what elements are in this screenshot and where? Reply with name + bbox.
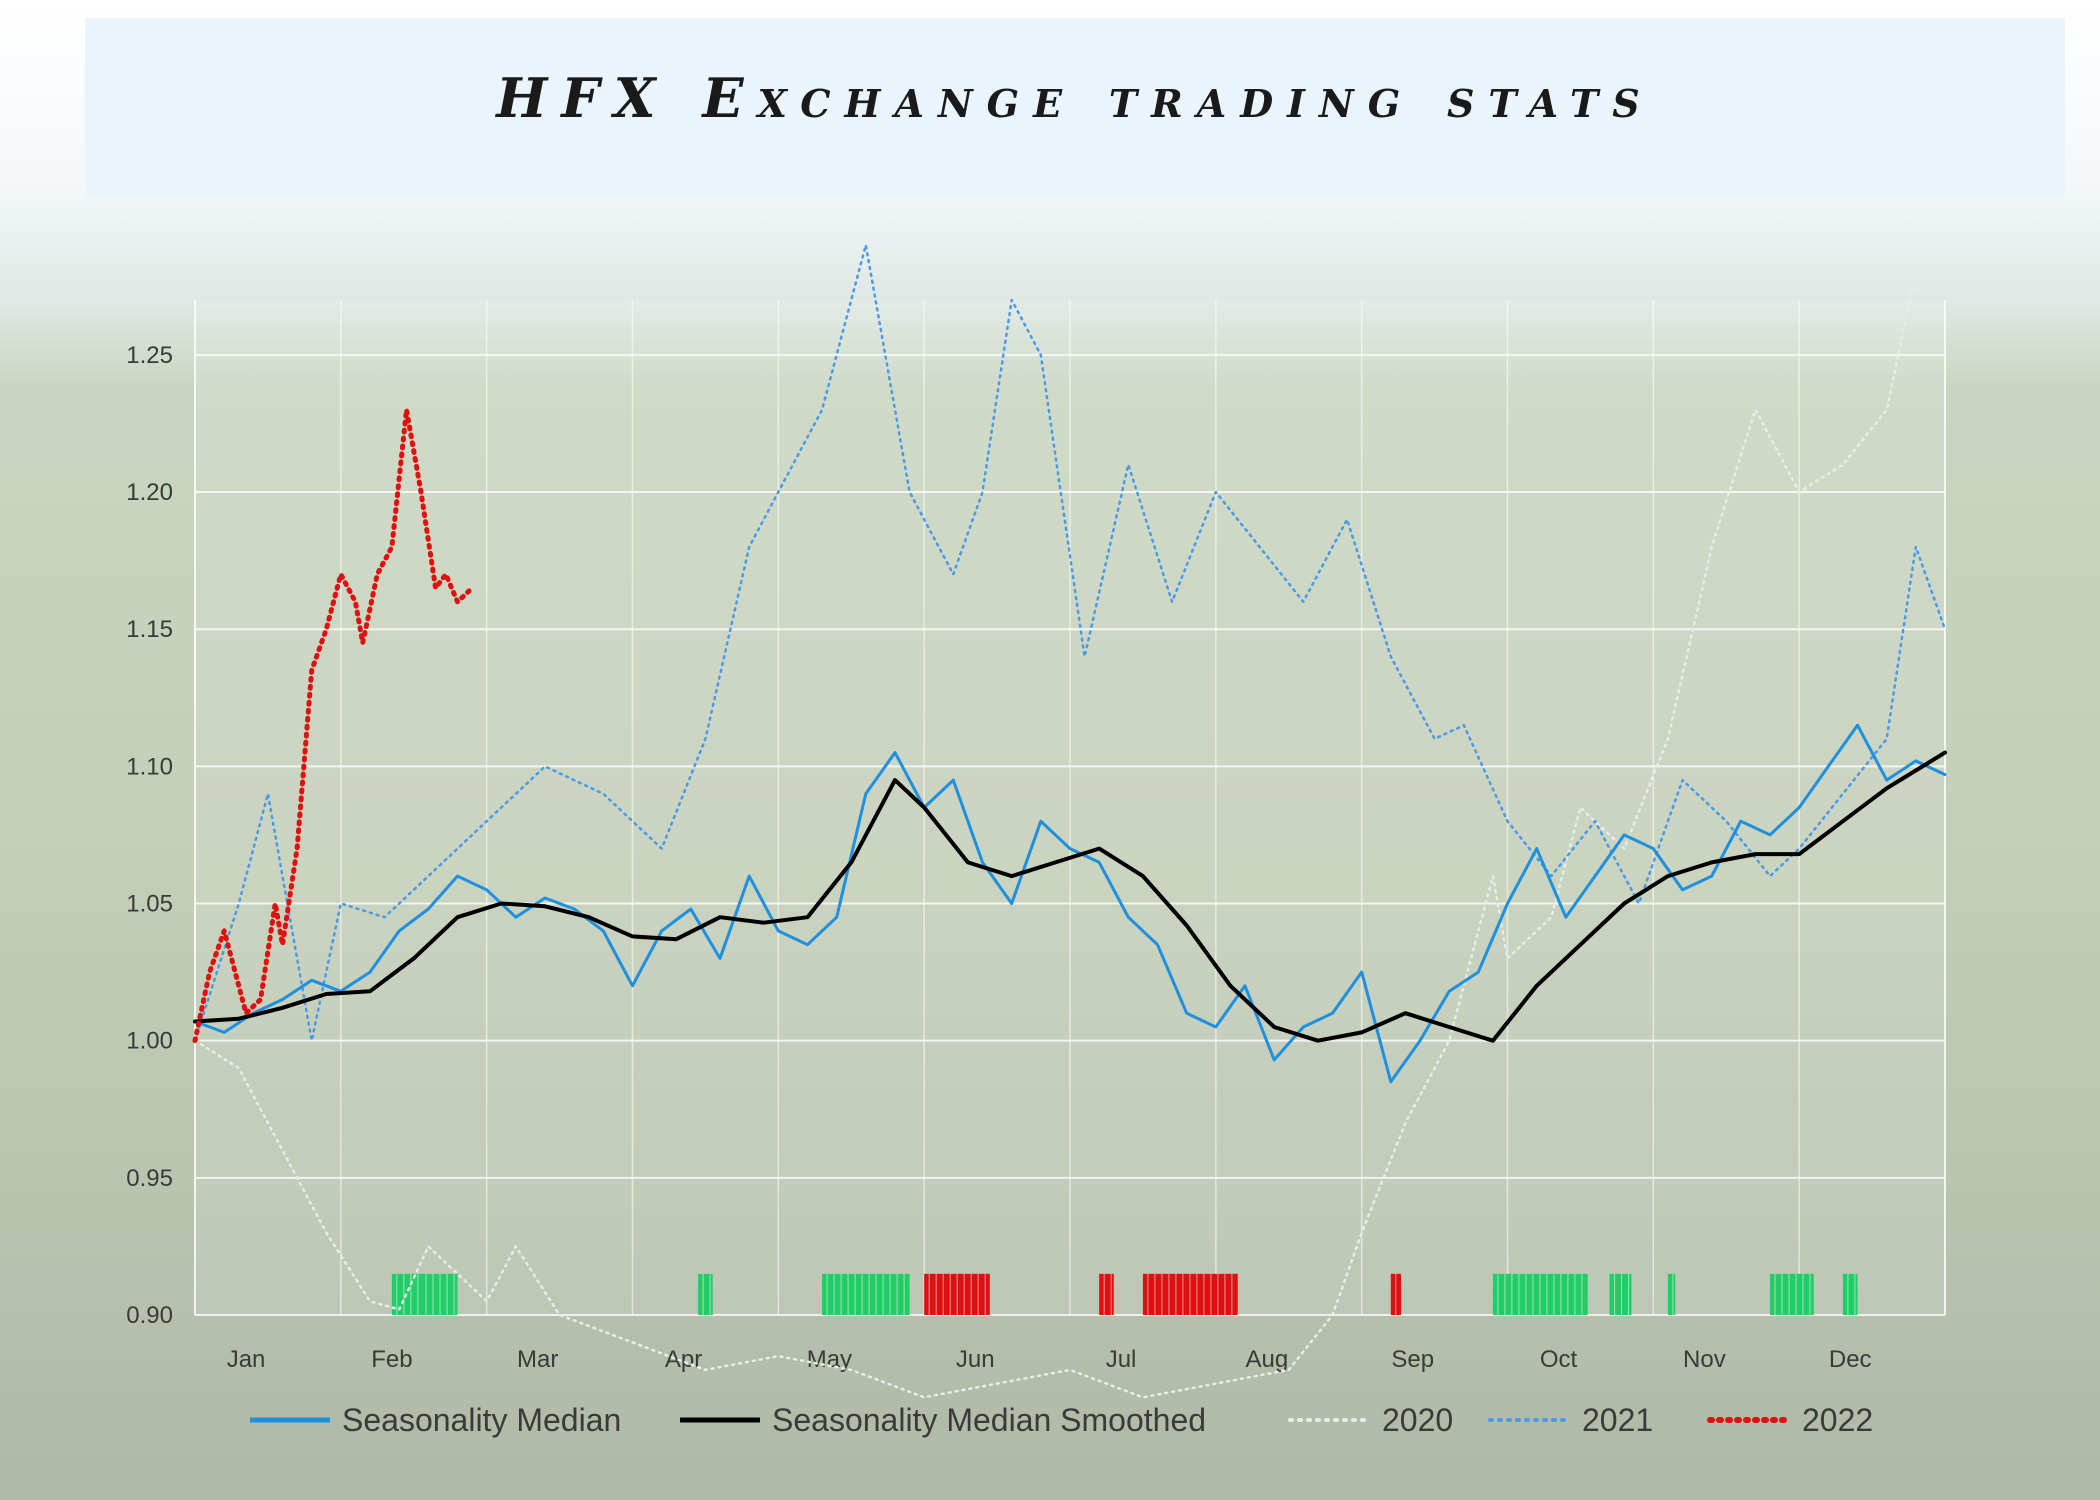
- series-2020: [193, 271, 1918, 1399]
- x-tick-label: Dec: [1829, 1346, 1872, 1373]
- buy-signal-bar: [822, 1273, 910, 1315]
- sell-signal-bar: [1099, 1273, 1114, 1315]
- y-tick-label: 1.15: [126, 616, 173, 643]
- buy-signal-bar: [1842, 1273, 1858, 1315]
- y-tick-label: 1.20: [126, 479, 173, 506]
- gridlines: [194, 300, 1946, 1316]
- buy-signal-bar: [1667, 1273, 1676, 1315]
- y-tick-label: 1.25: [126, 342, 173, 369]
- x-tick-label: Aug: [1246, 1346, 1289, 1373]
- signal-bars: [391, 1273, 1858, 1315]
- y-tick-label: 1.00: [126, 1028, 173, 1055]
- title-banner: HFX Exchange trading stats: [85, 18, 2065, 196]
- y-axis-ticks: 1.25 1.20 1.15 1.10 1.05 1.00 0.95 0.90: [126, 342, 173, 1329]
- series-seasonality-median-smoothed: [193, 750, 1947, 1043]
- x-tick-label: Mar: [517, 1346, 558, 1373]
- buy-signal-bar: [698, 1273, 713, 1315]
- series-seasonality-median: [193, 723, 1947, 1084]
- legend-label: Seasonality Median: [342, 1402, 621, 1438]
- x-tick-label: Jul: [1106, 1346, 1137, 1373]
- y-tick-label: 0.90: [126, 1302, 173, 1329]
- x-tick-label: Feb: [371, 1346, 412, 1373]
- legend-label: 2022: [1802, 1402, 1873, 1438]
- legend-label: 2020: [1382, 1402, 1453, 1438]
- legend: Seasonality Median Seasonality Median Smo…: [250, 1402, 1873, 1438]
- chart-title: HFX Exchange trading stats: [496, 66, 1654, 130]
- series-lines: [192, 243, 1947, 1399]
- x-tick-label: Jun: [956, 1346, 995, 1373]
- series-2021: [193, 243, 1947, 1042]
- legend-label: 2021: [1582, 1402, 1653, 1438]
- x-tick-label: Nov: [1683, 1346, 1726, 1373]
- x-tick-label: Apr: [665, 1346, 702, 1373]
- legend-label: Seasonality Median Smoothed: [772, 1402, 1206, 1438]
- x-tick-label: Jan: [227, 1346, 266, 1373]
- x-axis-ticks: Jan Feb Mar Apr May Jun Jul Aug Sep Oct Nov Dec: [227, 1346, 1872, 1373]
- series-2022: [192, 407, 475, 1044]
- x-tick-label: Sep: [1391, 1346, 1434, 1373]
- y-tick-label: 1.05: [126, 891, 173, 918]
- x-tick-label: Oct: [1540, 1346, 1578, 1373]
- y-tick-label: 0.95: [126, 1165, 173, 1192]
- y-tick-label: 1.10: [126, 753, 173, 780]
- buy-signal-bar: [421, 1273, 458, 1315]
- buy-signal-bar: [1770, 1273, 1814, 1315]
